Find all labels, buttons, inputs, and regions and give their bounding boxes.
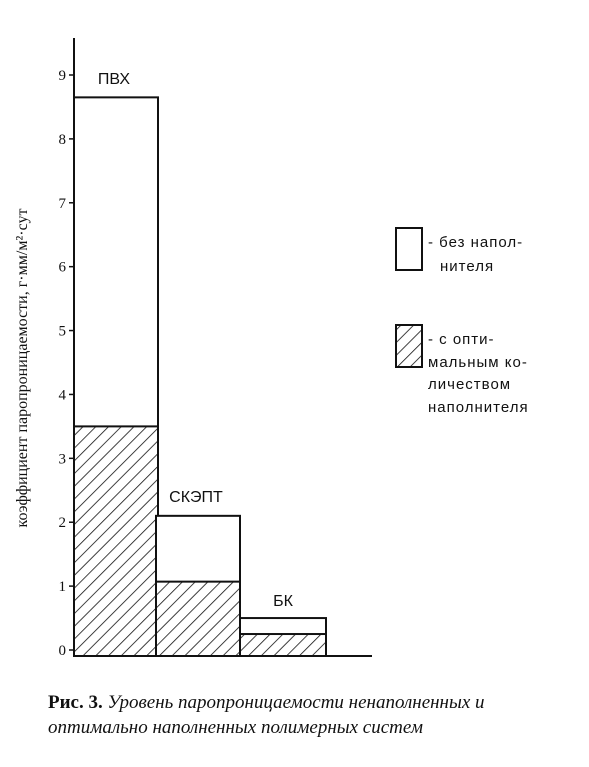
category-label-pvh: ПВХ <box>98 71 130 88</box>
y-tick-label-5: 5 <box>59 324 67 340</box>
figure-caption: Рис. 3. Уровень паропроницаемости ненапо… <box>48 690 568 740</box>
y-tick-label-4: 4 <box>59 387 67 403</box>
caption-label: Рис. 3. <box>48 692 103 713</box>
bar-with-filler-bk <box>239 633 327 657</box>
legend: - без напол- нителя - с опти- мальным ко… <box>395 227 529 416</box>
legend-text-no-filler-2: нителя <box>440 258 494 275</box>
y-tick-label-8: 8 <box>59 132 67 148</box>
y-tick-label-6: 6 <box>59 260 67 276</box>
category-label-bk: БК <box>273 593 294 610</box>
legend-text-with-filler-4: наполнителя <box>428 399 529 416</box>
legend-swatch-with-filler <box>395 324 423 368</box>
y-tick-label-0: 0 <box>59 643 67 659</box>
y-tick-label-7: 7 <box>59 196 67 212</box>
y-axis-label: коэффициент паропроницаемости, г·мм/м²·с… <box>14 209 31 528</box>
category-label-skept: СКЭПТ <box>169 489 223 506</box>
y-tick-label-9: 9 <box>59 68 67 84</box>
legend-swatch-no-filler <box>395 227 423 271</box>
caption-text: Уровень паропроницаемости ненаполненных … <box>48 692 485 738</box>
y-tick-label-1: 1 <box>59 579 67 595</box>
legend-text-with-filler-3: личеством <box>428 376 511 393</box>
legend-text-with-filler-1: - с опти- <box>428 331 495 348</box>
legend-text-with-filler-2: мальным ко- <box>428 354 528 371</box>
bar-with-filler-skept <box>155 580 241 658</box>
y-tick-label-3: 3 <box>59 451 67 467</box>
legend-text-no-filler-1: - без напол- <box>428 234 523 251</box>
bar-with-filler-pvh <box>73 425 159 657</box>
y-tick-label-2: 2 <box>59 515 67 531</box>
